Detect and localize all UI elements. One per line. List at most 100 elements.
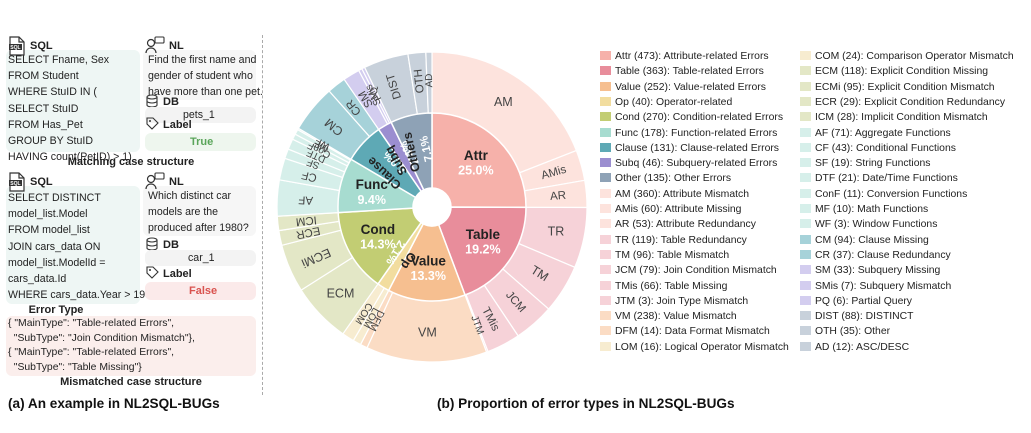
legend-item: Other (135): Other Errors [600, 172, 731, 186]
legend-item: TMis (66): Table Missing [600, 280, 727, 294]
legend-item: WF (3): Window Functions [800, 218, 937, 232]
ex2-sql-box [6, 186, 140, 304]
legend-text: ConF (11): Conversion Functions [815, 188, 968, 200]
legend-item: DFM (14): Data Format Mismatch [600, 325, 770, 339]
ex1-sql-box [6, 50, 140, 152]
legend-swatch [800, 51, 811, 60]
legend-swatch [800, 188, 811, 198]
sql-line: model_list.Model [8, 208, 88, 221]
legend-swatch [600, 66, 611, 76]
legend-item: Table (363): Table-related Errors [600, 65, 764, 79]
legend-text: COM (24): Comparison Operator Mismatch [815, 51, 1014, 62]
error-type-title: Error Type [28, 304, 84, 316]
inner-category-table: Table [466, 227, 501, 242]
legend-item: CF (43): Conditional Functions [800, 142, 956, 156]
ex1-sql-header: SQL [30, 40, 53, 52]
ex2-label-value: False [189, 285, 218, 297]
legend-text: SM (33): Subquery Missing [815, 265, 941, 277]
legend-item: TM (96): Table Mismatch [600, 249, 729, 263]
legend-item: JTM (3): Join Type Mismatch [600, 295, 748, 309]
outer-label-am: AM [494, 95, 513, 109]
legend-item: Cond (270): Condition-related Errors [600, 111, 783, 125]
sql-line: GROUP BY StuID [8, 135, 93, 148]
ex2-label-header: Label [163, 268, 192, 280]
inner-category-attr: Attr [464, 148, 489, 163]
legend-item: Clause (131): Clause-related Errors [600, 142, 779, 156]
inner-percent-attr: 25.0% [458, 164, 493, 178]
ex1-sql-code: SELECT Fname, Sex FROM Student WHERE Stu… [8, 52, 132, 165]
legend-item: Value (252): Value-related Errors [600, 81, 766, 95]
legend-swatch [800, 249, 811, 259]
legend-text: DTF (21): Date/Time Functions [815, 173, 958, 185]
legend-item: CR (37): Clause Redundancy [800, 249, 951, 263]
ex2-sql-header: SQL [30, 176, 53, 188]
nl-line: Find the first name and [148, 54, 257, 66]
legend-text: TR (119): Table Redundancy [615, 234, 747, 246]
svg-text:SQL: SQL [10, 45, 20, 51]
legend-item: AD (12): ASC/DESC [800, 341, 909, 355]
legend-text: OTH (35): Other [815, 326, 891, 338]
outer-label-ecm: ECM [327, 287, 355, 301]
outer-label-tr: TR [548, 225, 565, 239]
panel-a-caption: (a) An example in NL2SQL-BUGs [8, 396, 220, 411]
legend-swatch [800, 81, 811, 91]
nl-line: Which distinct car [148, 190, 232, 202]
legend-item: ECR (29): Explicit Condition Redundancy [800, 96, 1005, 110]
ex1-label-header: Label [163, 119, 192, 131]
legend-swatch [800, 326, 811, 336]
legend-text: ECM (118): Explicit Condition Missing [815, 66, 989, 78]
ex1-db-value: pets_1 [183, 109, 215, 121]
legend-text: TM (96): Table Mismatch [615, 249, 730, 261]
legend-text: SF (19): String Functions [815, 158, 931, 170]
legend-item: AMis (60): Attribute Missing [600, 203, 741, 217]
panel-a-example: SQL SQL SELECT Fname, Sex FROM Student W… [0, 0, 270, 433]
legend-swatch [800, 219, 811, 229]
legend-swatch [600, 81, 611, 91]
inner-percent-cond: 14.3% [360, 238, 395, 252]
inner-category-func: Func [356, 177, 389, 192]
legend-swatch [800, 204, 811, 213]
legend-swatch [800, 341, 811, 351]
legend-item: TR (119): Table Redundancy [600, 234, 747, 248]
legend-text: Subq (46): Subquery-related Errors [615, 158, 778, 170]
legend-item: Subq (46): Subquery-related Errors [600, 157, 777, 171]
panel-divider [262, 35, 263, 395]
outer-label-cf: CF [300, 168, 318, 183]
ex1-label-box [145, 133, 256, 151]
sql-file-icon: SQL [8, 36, 26, 61]
ex1-nl-text: Find the first name and gender of studen… [148, 52, 263, 100]
ex2-db-header: DB [163, 239, 179, 251]
ex1-nl-box [143, 50, 256, 100]
legend-swatch [600, 311, 611, 321]
sql-line: model_list.ModelId = [8, 256, 106, 269]
ex1-caption: Matching case structure [67, 156, 195, 168]
legend-swatch [600, 204, 611, 213]
legend-text: MF (10): Math Functions [815, 204, 929, 215]
legend-swatch [600, 112, 611, 122]
sql-line: WHERE cars_data.Year > 1980 [8, 289, 157, 302]
sql-line: FROM Has_Pet [8, 118, 83, 131]
error-type-box [6, 316, 256, 376]
center-hole [413, 188, 451, 226]
ex1-label-value: True [190, 136, 214, 148]
error-type-json: { "MainType": "Table-related Errors", "S… [8, 317, 195, 375]
legend-text: Other (135): Other Errors [615, 173, 732, 185]
ex2-nl-header: NL [169, 176, 184, 188]
legend-text: CM (94): Clause Missing [815, 234, 929, 246]
nl-line: models are the [148, 206, 219, 218]
sunburst-chart: AMAMisARTRTMJCMTMisJTMVMDFMLOMCOMECMECMi… [276, 51, 588, 363]
legend-text: Cond (270): Condition-related Errors [615, 112, 784, 124]
inner-percent-table: 19.2% [465, 243, 500, 257]
error-line: "SubType": "Join Condition Mismatch"}, [8, 332, 195, 344]
sql-line: HAVING count(PetID) > 1) [8, 151, 132, 164]
person-speech-icon [145, 36, 165, 59]
legend-swatch [800, 295, 811, 305]
nl-line: produced after 1980? [148, 222, 249, 234]
sql-line: SELECT StuID [8, 102, 79, 115]
legend-text: ICM (28): Implicit Condition Mismatch [815, 112, 988, 124]
legend-item: ECMi (95): Explicit Condition Mismatch [800, 81, 995, 95]
svg-text:SQL: SQL [10, 181, 20, 187]
ex1-nl-header: NL [169, 40, 184, 52]
